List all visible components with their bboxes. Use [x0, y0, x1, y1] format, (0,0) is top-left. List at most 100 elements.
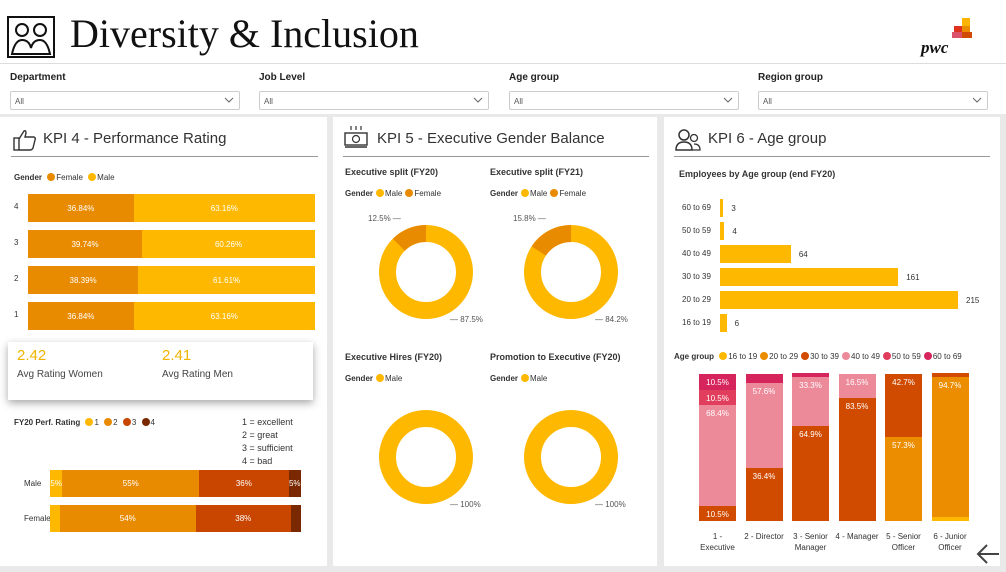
legend-title: Age group — [674, 352, 714, 361]
perf-bar[interactable]: 54% 38% — [50, 505, 301, 532]
perf-segment-1[interactable]: 5% — [50, 470, 63, 497]
legend-title: Gender — [345, 374, 374, 383]
male-segment[interactable]: 63.16% — [133, 194, 315, 222]
perf-segment-3[interactable]: 38% — [195, 505, 291, 532]
avg-rating-men-value: 2.41 — [162, 347, 192, 364]
female-segment[interactable]: 39.74% — [28, 230, 143, 258]
donut-chart[interactable] — [524, 410, 618, 504]
region-group-dropdown[interactable]: All — [758, 91, 988, 110]
age-segment[interactable] — [931, 373, 969, 378]
age-column[interactable]: 94.7% — [931, 373, 969, 521]
legend-title: Gender — [14, 173, 43, 182]
legend-item[interactable]: Female — [414, 189, 442, 198]
age-segment[interactable] — [931, 516, 969, 521]
age-column[interactable]: 36.4% 57.6% — [745, 374, 783, 521]
age-bar[interactable] — [720, 268, 899, 286]
kpi5-title: KPI 5 - Executive Gender Balance — [377, 130, 605, 147]
donut-slice-female[interactable] — [379, 225, 473, 319]
male-segment[interactable]: 61.61% — [138, 266, 315, 294]
age-segment[interactable]: 64.9% — [792, 425, 829, 521]
legend-item[interactable]: 50 to 59 — [891, 352, 921, 361]
age-bar[interactable] — [720, 222, 725, 240]
age-segment[interactable]: 57.3% — [885, 436, 922, 521]
donut-slice-male[interactable] — [524, 410, 618, 504]
legend-item[interactable]: 40 to 49 — [851, 352, 880, 361]
donut-chart[interactable] — [524, 225, 618, 319]
filter-label: Age group — [509, 72, 559, 83]
legend-item[interactable]: Male — [530, 189, 548, 198]
legend-item-3[interactable]: 3 — [131, 418, 137, 427]
legend-item-1[interactable]: 1 — [94, 418, 99, 427]
donut-title: Executive Hires (FY20) — [345, 352, 443, 362]
female-segment[interactable]: 36.84% — [28, 194, 134, 222]
male-segment[interactable]: 60.26% — [142, 230, 315, 258]
perf-segment-3[interactable]: 36% — [199, 470, 289, 497]
age-column[interactable]: 10.5% 68.4% 10.5% 10.5% — [699, 374, 736, 521]
age-segment[interactable]: 42.7% — [885, 374, 922, 437]
legend-female[interactable]: Female — [56, 173, 83, 182]
rating-bar[interactable]: 39.74% 60.26% — [28, 230, 315, 258]
age-column[interactable]: 57.3% 42.7% — [885, 374, 922, 521]
back-arrow-icon[interactable] — [975, 542, 1001, 566]
age-column[interactable]: 83.5% 16.5% — [838, 374, 876, 521]
donut-slice-male[interactable] — [379, 410, 473, 504]
age-bar[interactable] — [720, 245, 791, 263]
perf-segment-1[interactable] — [50, 505, 61, 532]
filter-bar: Department All Job Level All Age group A… — [0, 64, 1006, 114]
rating-axis-label: 3 — [14, 238, 19, 247]
age-column[interactable]: 64.9% 33.3% — [792, 372, 829, 521]
donut-slice-female[interactable] — [524, 225, 618, 319]
donut-chart[interactable] — [379, 410, 473, 504]
legend-item[interactable]: 16 to 19 — [728, 352, 758, 361]
female-segment[interactable]: 38.39% — [28, 266, 139, 294]
kpi4-panel: KPI 4 - Performance Rating Gender Female… — [0, 117, 327, 566]
age-segment[interactable]: 57.6% — [745, 382, 783, 468]
legend-dot — [376, 374, 385, 382]
rating-bar[interactable]: 36.84% 63.16% — [28, 194, 315, 222]
legend-item[interactable]: 60 to 69 — [932, 352, 962, 361]
rating-bar[interactable]: 36.84% 63.16% — [28, 302, 315, 330]
legend-item[interactable]: Male — [530, 374, 548, 383]
age-segment[interactable]: 33.3% — [792, 376, 829, 426]
age-bar[interactable] — [720, 291, 958, 309]
donut-small-label: 12.5% — — [368, 214, 401, 223]
job-level-dropdown[interactable]: All — [259, 91, 489, 110]
perf-segment-4[interactable] — [290, 505, 301, 532]
legend-dot — [842, 352, 850, 360]
legend-item[interactable]: Male — [385, 189, 403, 198]
age-bar[interactable] — [720, 199, 724, 217]
perf-bar[interactable]: 5% 55% 36% 5% — [50, 470, 301, 497]
age-segment[interactable]: 83.5% — [838, 398, 876, 521]
donut-chart[interactable] — [379, 225, 473, 319]
age-group-dropdown[interactable]: All — [509, 91, 739, 110]
age-segment[interactable]: 68.4% — [699, 405, 736, 506]
perf-segment-2[interactable]: 54% — [60, 505, 196, 532]
legend-item[interactable]: Female — [559, 189, 587, 198]
legend-male[interactable]: Male — [97, 173, 115, 182]
age-segment[interactable] — [745, 374, 783, 383]
age-segment[interactable]: 94.7% — [931, 377, 969, 517]
legend-dot-male — [88, 173, 97, 181]
age-segment[interactable]: 16.5% — [838, 374, 876, 399]
perf-segment-4[interactable]: 5% — [288, 470, 301, 497]
legend-item[interactable]: 20 to 29 — [769, 352, 799, 361]
age-segment[interactable]: 10.5% — [699, 505, 736, 521]
age-segment[interactable] — [792, 372, 829, 377]
rating-bar[interactable]: 38.39% 61.61% — [28, 266, 315, 294]
donut-small-label: 15.8% — — [513, 214, 546, 223]
age-segment[interactable]: 10.5% — [699, 374, 736, 390]
legend-item[interactable]: 30 to 39 — [810, 352, 839, 361]
legend-item-4[interactable]: 4 — [150, 418, 155, 427]
legend-item[interactable]: Male — [385, 374, 403, 383]
age-group-filter: Age group All — [509, 72, 739, 110]
age-segment[interactable]: 10.5% — [699, 389, 736, 406]
donut-slice-male[interactable] — [379, 225, 473, 319]
legend-item-2[interactable]: 2 — [113, 418, 118, 427]
male-segment[interactable]: 63.16% — [133, 302, 315, 330]
column-axis-label: 3 - Senior Manager — [793, 532, 828, 552]
female-segment[interactable]: 36.84% — [28, 302, 134, 330]
age-segment[interactable]: 36.4% — [745, 467, 783, 521]
department-dropdown[interactable]: All — [10, 91, 240, 110]
perf-segment-2[interactable]: 55% — [62, 470, 200, 497]
age-bar[interactable] — [720, 314, 727, 332]
